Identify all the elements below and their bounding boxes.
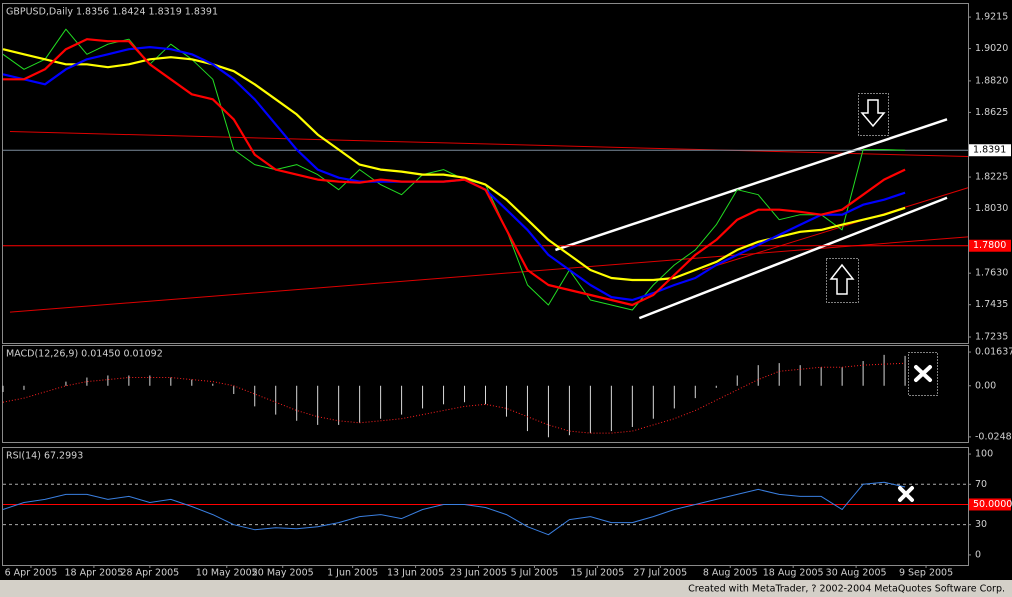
price-label-box: [969, 144, 1011, 157]
x-tick-label: 15 Jul 2005: [570, 568, 624, 579]
y-tick-label: 0.00: [975, 380, 996, 391]
price-pane: [2, 3, 969, 344]
level-label: 50.0000: [973, 499, 1012, 510]
footer-bar: [0, 580, 1012, 597]
macd-pane: [2, 345, 969, 443]
level-label-box: [969, 239, 1011, 252]
trendline: [638, 196, 948, 320]
x-tick-label: 8 Aug 2005: [703, 568, 758, 579]
x-tick-label: 28 Apr 2005: [120, 568, 179, 579]
x-tick-label: 1 Jun 2005: [327, 568, 378, 579]
rsi-pane: [2, 447, 969, 566]
x-tick-label: 23 Jun 2005: [450, 568, 507, 579]
pane-label: RSI(14) 67.2993: [6, 451, 83, 462]
y-tick-label: 30: [975, 519, 987, 530]
arrow-box: [858, 93, 889, 136]
y-tick-label: 0.01637: [975, 347, 1012, 358]
y-tick-label: 1.8625: [975, 107, 1008, 118]
x-tick-label: 18 Apr 2005: [65, 568, 124, 579]
level-label-box: [969, 498, 1011, 511]
down-arrow: [860, 99, 886, 128]
x-mark: [898, 486, 914, 502]
y-tick-label: 1.9215: [975, 12, 1008, 23]
y-tick-label: 1.7435: [975, 299, 1008, 310]
x-tick-label: 5 Jul 2005: [511, 568, 559, 579]
pane-label: MACD(12,26,9) 0.01450 0.01092: [6, 349, 163, 360]
series-line: [2, 481, 906, 536]
y-tick-label: 1.8030: [975, 203, 1008, 214]
trendline: [9, 236, 969, 313]
x-tick-label: 18 Aug 2005: [763, 568, 824, 579]
trendline: [555, 118, 948, 252]
trendline: [702, 187, 969, 271]
trendline: [9, 130, 969, 158]
price-label: 1.8391: [973, 145, 1006, 156]
footer: Created with MetaTrader, ? 2002-2004 Met…: [688, 584, 1005, 595]
y-tick-label: 1.8820: [975, 75, 1008, 86]
up-arrow: [829, 263, 855, 295]
y-tick-label: 70: [975, 479, 987, 490]
series-line: [2, 362, 906, 434]
x-tick-label: 20 May 2005: [252, 568, 314, 579]
y-tick-label: 100: [975, 449, 993, 460]
y-tick-label: -0.02483: [975, 431, 1012, 442]
series-line: [3, 38, 906, 307]
y-tick-label: 1.7235: [975, 332, 1008, 343]
pane-label: GBPUSD,Daily 1.8356 1.8424 1.8319 1.8391: [6, 7, 218, 18]
y-tick-label: 1.7630: [975, 268, 1008, 279]
x-tick-label: 27 Jul 2005: [633, 568, 687, 579]
x-mark: [914, 365, 932, 382]
arrow-box: [826, 258, 859, 303]
y-tick-label: 1.9020: [975, 43, 1008, 54]
level-label: 1.7800: [973, 240, 1006, 251]
x-tick-label: 30 Aug 2005: [826, 568, 887, 579]
annotations: [826, 93, 938, 502]
x-tick-label: 6 Apr 2005: [5, 568, 58, 579]
y-tick-label: 0: [975, 549, 981, 560]
x-tick-label: 13 Jun 2005: [387, 568, 444, 579]
series-line: [2, 48, 906, 282]
x-tick-label: 10 May 2005: [196, 568, 258, 579]
y-tick-label: 1.8225: [975, 172, 1008, 183]
x-tick-label: 9 Sep 2005: [899, 568, 953, 579]
series-line: [2, 28, 906, 311]
